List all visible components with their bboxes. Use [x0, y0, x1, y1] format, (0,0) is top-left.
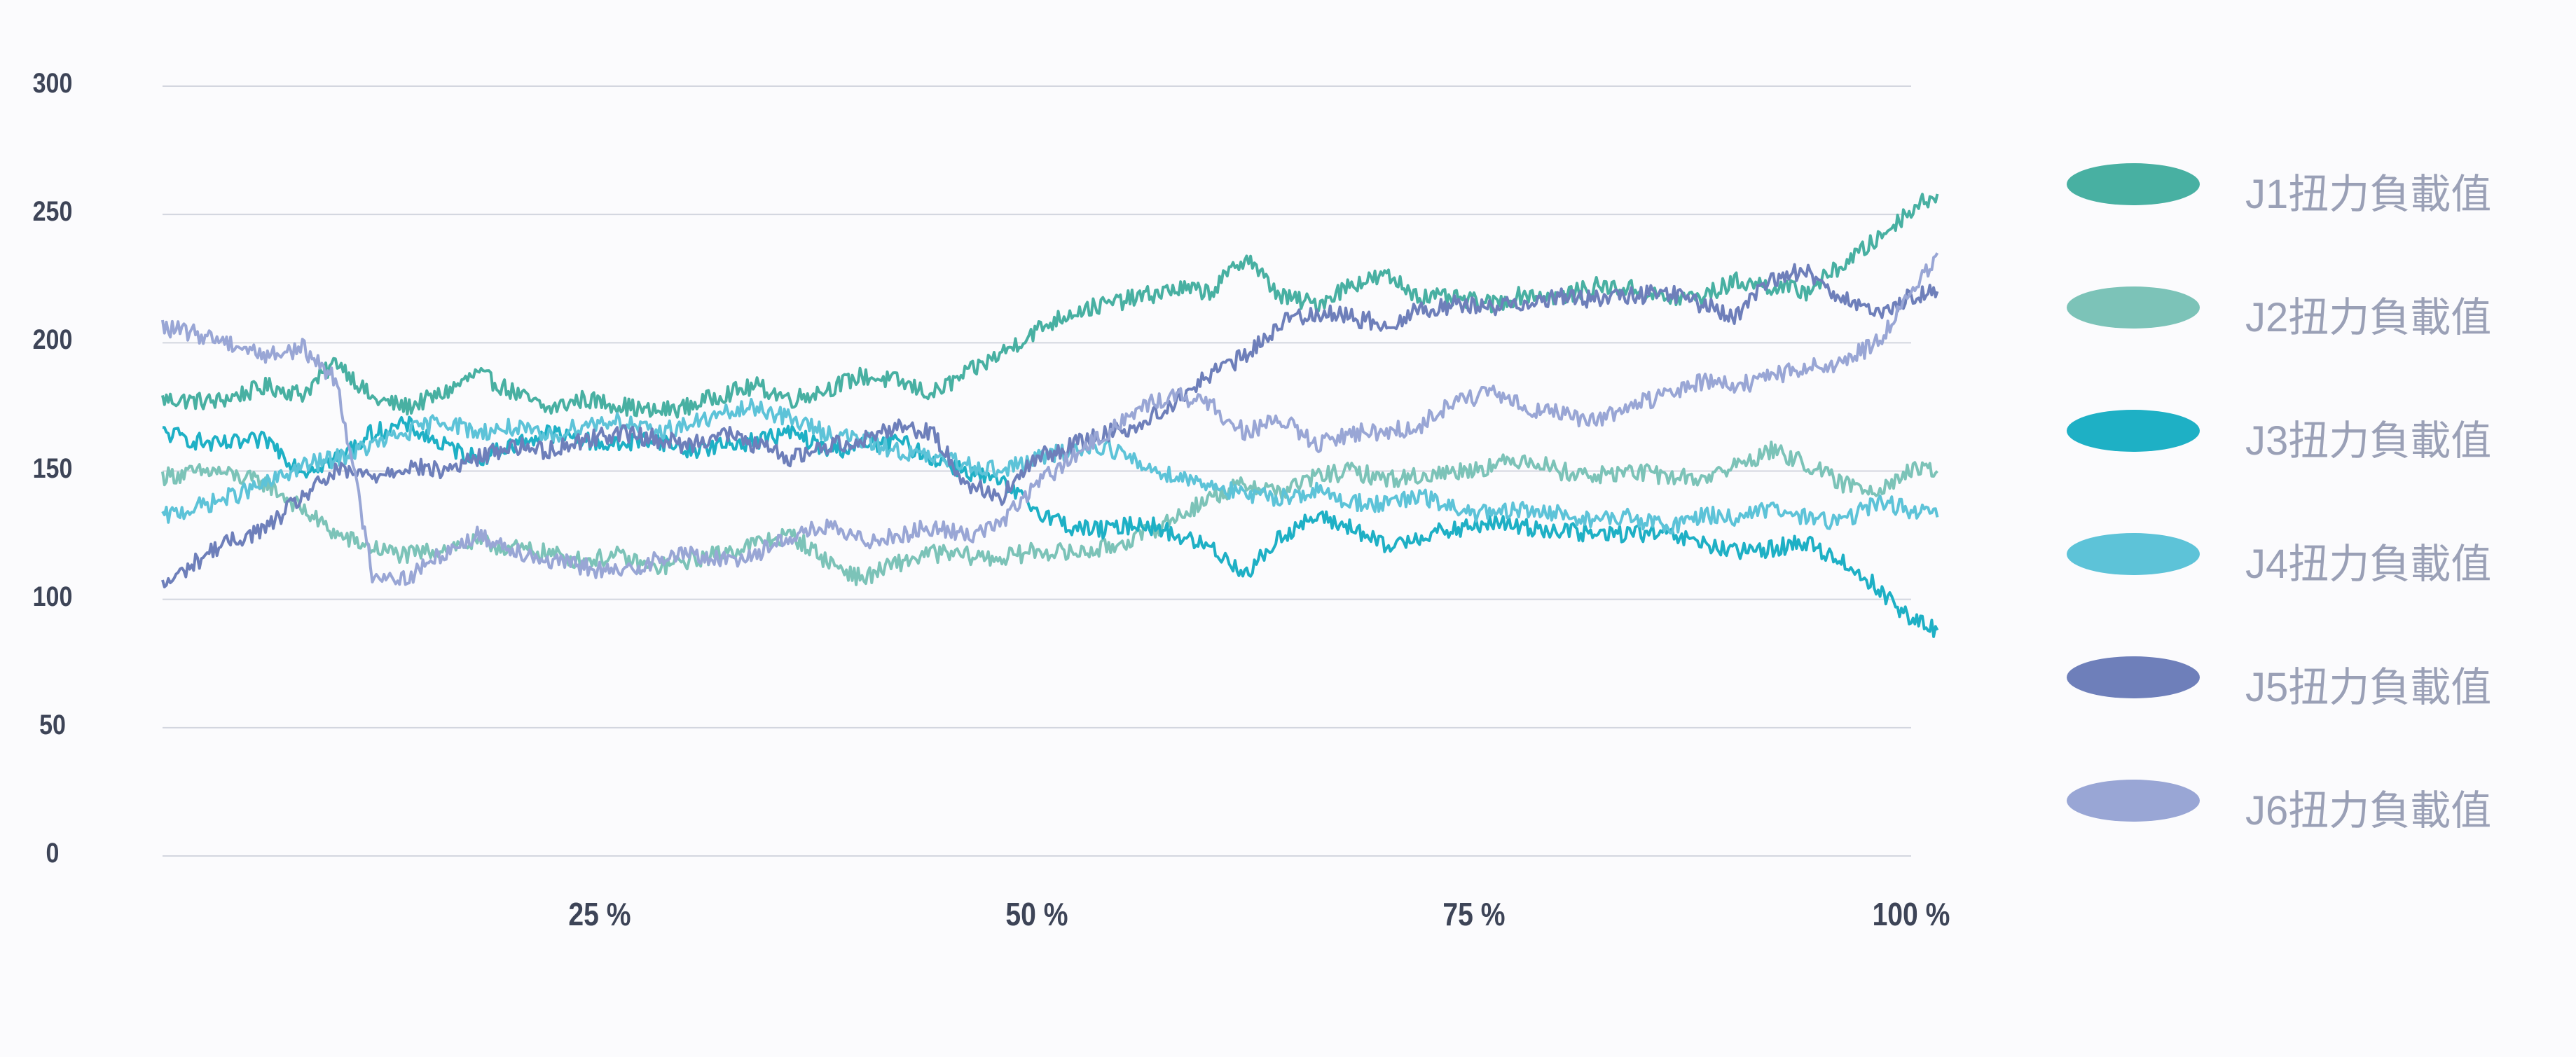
y-tick-label: 0: [46, 838, 60, 869]
legend-swatch: [2067, 286, 2200, 329]
series-line-5: [161, 263, 1939, 588]
legend-label: J1扭力負載值: [2245, 172, 2492, 217]
legend-item: J4扭力負載值: [2067, 523, 2557, 587]
legend-swatch: [2067, 163, 2200, 205]
x-tick-label: 25 %: [568, 896, 631, 932]
series-line-6: [161, 252, 1939, 586]
y-tick-label: 200: [32, 324, 73, 356]
series-line-1: [161, 193, 1939, 419]
y-tick-label: 50: [39, 709, 66, 740]
y-tick-label: 300: [32, 68, 73, 99]
legend-item: J3扭力負載值: [2067, 399, 2557, 464]
y-tick-label: 100: [32, 581, 73, 612]
legend-label: J4扭力負載值: [2245, 541, 2492, 587]
legend-swatch: [2067, 533, 2200, 575]
x-tick-label: 75 %: [1442, 896, 1506, 932]
legend-item: J2扭力負載值: [2067, 276, 2557, 340]
x-tick-label: 100 %: [1872, 896, 1950, 932]
legend-label: J3扭力負載值: [2245, 418, 2492, 464]
legend-item: J6扭力負載值: [2067, 769, 2557, 834]
series-lines: [161, 193, 1939, 638]
legend-item: J1扭力負載值: [2067, 153, 2557, 217]
y-tick-label: 250: [32, 196, 73, 228]
series-line-4: [161, 398, 1939, 534]
legend-item: J5扭力負載值: [2067, 646, 2557, 710]
legend-label: J2扭力負載值: [2245, 295, 2492, 340]
legend-swatch: [2067, 780, 2200, 822]
legend-swatch: [2067, 656, 2200, 698]
x-tick-label: 50 %: [1005, 896, 1068, 932]
legend-label: J6扭力負載值: [2245, 788, 2492, 834]
legend-label: J5扭力負載值: [2245, 665, 2492, 710]
legend-swatch: [2067, 410, 2200, 452]
series-line-3: [162, 415, 1939, 638]
series-line-2: [161, 441, 1938, 586]
gridlines: [163, 85, 1911, 857]
y-tick-label: 150: [32, 452, 73, 484]
